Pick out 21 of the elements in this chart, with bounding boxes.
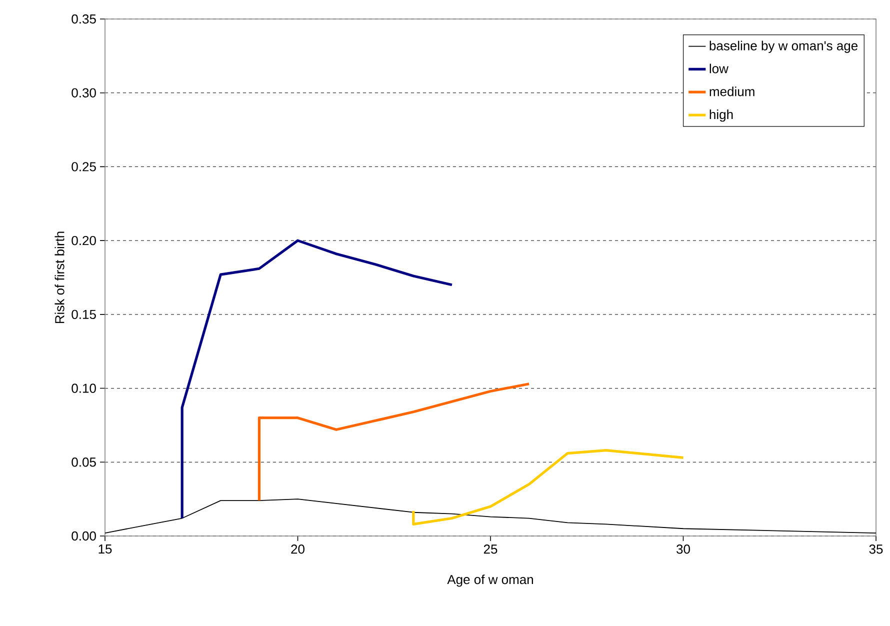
legend-label: high: [710, 110, 733, 122]
y-tick-label: 0.25: [72, 162, 96, 172]
y-tick-label: 0.10: [72, 384, 96, 393]
x-axis-title: Age of w oman: [447, 574, 533, 587]
y-tick-label: 0.05: [72, 458, 96, 467]
x-tick-label: 20: [291, 544, 304, 554]
x-tick-label: 30: [676, 544, 690, 554]
y-tick-label: 0.30: [72, 88, 96, 98]
x-tick-label: 15: [98, 544, 112, 554]
legend-label: medium: [710, 86, 754, 96]
y-axis-title: Risk of first birth: [54, 232, 64, 324]
line-series: [180, 239, 454, 520]
line-series: [412, 449, 685, 526]
y-tick-label: 0.20: [72, 236, 96, 246]
x-tick-label: 25: [484, 544, 498, 554]
y-tick-label: 0.00: [72, 531, 96, 541]
x-tick-label: 35: [869, 544, 883, 554]
legend-label: baseline by w oman's age: [710, 40, 858, 53]
y-tick-label: 0.15: [72, 310, 96, 320]
legend-label: low: [710, 64, 728, 74]
y-tick-label: 0.35: [72, 14, 96, 24]
